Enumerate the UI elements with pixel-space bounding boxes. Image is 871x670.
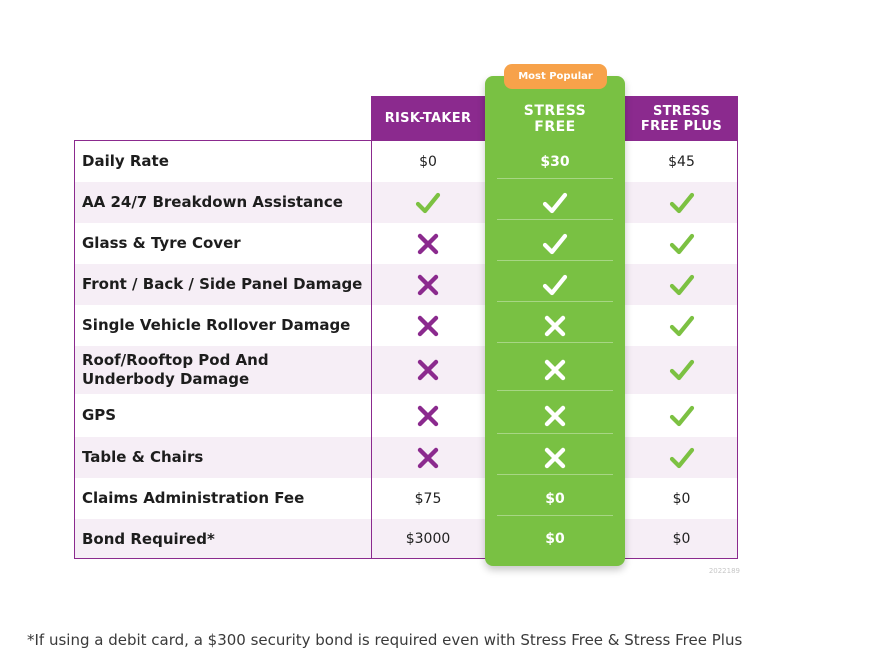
cross-icon <box>417 447 439 468</box>
cell-plus <box>625 305 738 346</box>
row-stripe <box>75 182 737 223</box>
column-divider <box>371 96 372 559</box>
cross-icon <box>417 315 439 336</box>
cell-value-plus: $0 <box>672 490 691 507</box>
cell-plus <box>625 264 738 305</box>
cell-stress <box>485 346 625 394</box>
check-icon <box>669 233 694 254</box>
cell-plus <box>625 437 738 478</box>
cross-icon <box>417 274 439 295</box>
check-icon <box>542 274 568 295</box>
row-stripe <box>75 305 737 346</box>
cell-plus <box>625 223 738 264</box>
cell-risk <box>371 182 485 223</box>
check-icon <box>669 405 694 426</box>
check-icon <box>669 274 694 295</box>
row-label: Table & Chairs <box>82 448 204 466</box>
cell-value-plus: $45 <box>668 153 695 170</box>
check-icon <box>669 359 694 381</box>
row-label: Single Vehicle Rollover Damage <box>82 316 351 334</box>
row-label: AA 24/7 Breakdown Assistance <box>82 193 343 211</box>
column-header-line: FREE <box>534 118 576 135</box>
cell-stress <box>485 437 625 478</box>
check-icon <box>542 192 568 213</box>
cross-icon <box>544 405 566 426</box>
green-row-divider <box>497 219 613 220</box>
cell-stress <box>485 394 625 437</box>
cell-risk <box>371 305 485 346</box>
check-icon <box>415 192 441 213</box>
cell-plus <box>625 394 738 437</box>
column-header-label: STRESS FREE PLUS <box>641 104 722 134</box>
cell-plus <box>625 182 738 223</box>
cell-stress <box>485 223 625 264</box>
cross-icon <box>544 359 566 381</box>
row-stripe <box>75 346 737 394</box>
row-label: Roof/Rooftop Pod And Underbody Damage <box>82 351 269 388</box>
row-label: Bond Required* <box>82 529 215 548</box>
cell-value-risk: $75 <box>414 490 442 507</box>
cell-risk <box>371 264 485 305</box>
green-row-divider <box>497 342 613 343</box>
green-row-divider <box>497 433 613 434</box>
green-row-divider <box>497 515 613 516</box>
column-header-stress-free-plus: STRESS FREE PLUS <box>625 96 738 141</box>
cross-icon <box>417 405 439 426</box>
check-icon <box>669 447 694 468</box>
cell-value-plus: $0 <box>672 531 691 547</box>
green-row-divider <box>497 178 613 179</box>
row-stripe <box>75 394 737 437</box>
column-header-label: RISK-TAKER <box>384 111 472 126</box>
cell-value-stress: $0 <box>545 490 565 507</box>
footnote: *If using a debit card, a $300 security … <box>27 631 743 649</box>
column-header-line: STRESS <box>652 103 711 119</box>
cross-icon <box>417 359 439 381</box>
most-popular-badge: Most Popular <box>504 64 607 89</box>
cell-stress <box>485 305 625 346</box>
stress-free-highlight-column <box>485 76 625 566</box>
cell-risk <box>371 346 485 394</box>
row-label: Claims Administration Fee <box>82 489 305 507</box>
cross-icon <box>544 315 566 336</box>
version-code: 2022189 <box>708 567 740 575</box>
row-stripe <box>75 223 737 264</box>
row-label: Glass & Tyre Cover <box>82 234 241 252</box>
row-stripe <box>75 519 737 559</box>
check-icon <box>669 315 694 336</box>
row-stripe <box>75 437 737 478</box>
row-label: Front / Back / Side Panel Damage <box>82 275 363 293</box>
cell-value-risk: $0 <box>419 153 437 170</box>
cell-value-stress: $0 <box>545 531 565 547</box>
cross-icon <box>417 233 439 254</box>
green-row-divider <box>497 474 613 475</box>
row-label: Daily Rate <box>82 152 169 170</box>
green-row-divider <box>497 301 613 302</box>
row-stripe <box>75 264 737 305</box>
row-stripe <box>75 141 737 182</box>
cell-risk <box>371 223 485 264</box>
column-header-risk-taker: RISK-TAKER <box>371 96 485 141</box>
cell-plus <box>625 346 738 394</box>
check-icon <box>669 192 694 213</box>
column-header-stress-free: STRESS FREE <box>485 96 625 141</box>
green-row-divider <box>497 390 613 391</box>
cross-icon <box>544 447 566 468</box>
check-icon <box>542 233 568 254</box>
green-row-divider <box>497 260 613 261</box>
cell-stress <box>485 264 625 305</box>
column-header-label: STRESS FREE <box>524 103 587 135</box>
row-label: GPS <box>82 406 117 424</box>
cell-value-risk: $3000 <box>405 531 451 547</box>
row-stripe <box>75 478 737 519</box>
column-header-line: STRESS <box>523 102 587 119</box>
cell-risk <box>371 437 485 478</box>
cell-risk <box>371 394 485 437</box>
cell-stress <box>485 182 625 223</box>
column-header-line: FREE PLUS <box>640 118 723 134</box>
cell-value-stress: $30 <box>540 153 570 170</box>
